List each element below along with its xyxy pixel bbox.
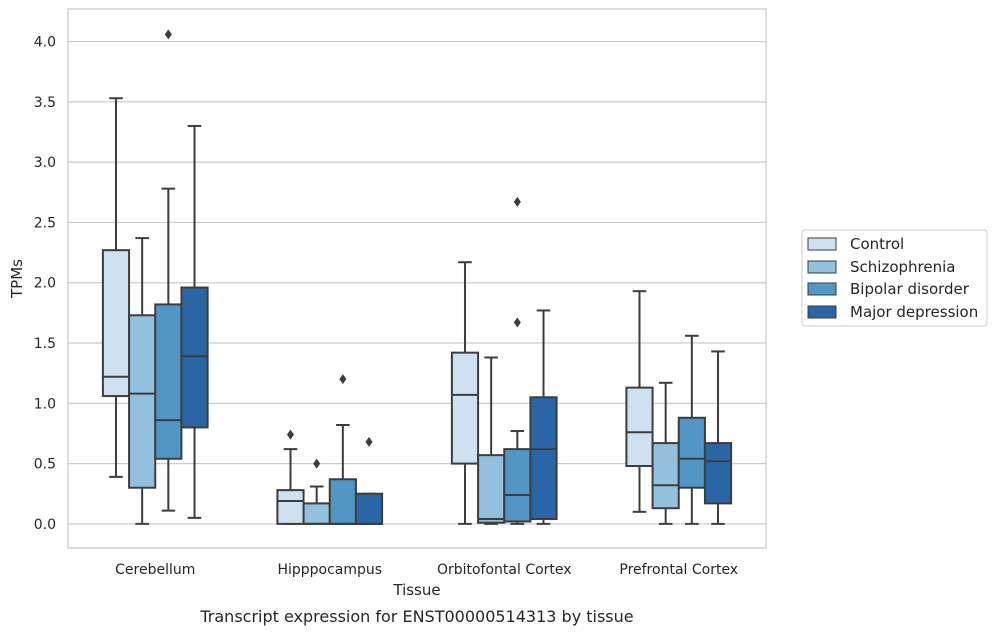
outlier-marker [313, 458, 321, 469]
y-tick-label: 3.5 [34, 95, 56, 111]
box-body [328, 478, 357, 525]
x-tick-label: Cerebellum [115, 562, 195, 578]
box-control-orbitofontal-cortex [450, 261, 480, 525]
chart-caption: Transcript expression for ENST0000051431… [199, 607, 633, 626]
legend-label-schizophrenia: Schizophrenia [850, 258, 955, 276]
box-control-cerebellum [101, 97, 131, 478]
legend-label-major-depression: Major depression [850, 303, 978, 321]
box-body [677, 416, 706, 489]
box-body [101, 249, 131, 398]
box-body [703, 442, 733, 505]
outlier-marker [164, 29, 172, 40]
outlier-marker [286, 429, 294, 440]
x-tick-label: Prefrontal Cortex [619, 562, 738, 578]
y-tick-label: 1.0 [34, 396, 56, 412]
box-major-depression-orbitofontal-cortex [529, 309, 558, 525]
box-body [529, 396, 558, 521]
y-tick-label: 2.5 [34, 215, 56, 231]
box-major-depression-prefrontal-cortex [703, 350, 733, 525]
box-schizophrenia-cerebellum [128, 237, 157, 525]
y-axis-label: TPMs [8, 259, 26, 299]
box-control-hipppocampus [276, 429, 305, 525]
box-body [450, 351, 480, 465]
box-body [154, 303, 183, 460]
outlier-marker [513, 196, 521, 207]
legend-swatch-control [807, 237, 837, 251]
box-bipolar-disorder-hipppocampus [328, 374, 357, 525]
outlier-marker [513, 317, 521, 328]
legend-swatch-bipolar-disorder [807, 282, 837, 296]
box-bipolar-disorder-prefrontal-cortex [677, 334, 706, 525]
box-bipolar-disorder-cerebellum [154, 29, 183, 512]
box-schizophrenia-hipppocampus [302, 458, 331, 525]
box-body [276, 489, 305, 525]
plot-frame [67, 8, 767, 549]
y-tick-label: 4.0 [34, 35, 56, 51]
box-body [503, 448, 532, 523]
outlier-marker [365, 436, 373, 447]
y-axis-ticks: 0.0 0.5 1.0 1.5 2.0 2.5 3.0 3.5 4.0 [34, 35, 56, 533]
outlier-marker [339, 374, 347, 385]
y-tick-label: 0.0 [34, 517, 56, 533]
x-tick-label: Hipppocampus [277, 562, 382, 578]
legend: Control Schizophrenia Bipolar disorder M… [801, 229, 988, 327]
legend-label-bipolar-disorder: Bipolar disorder [850, 280, 970, 298]
box-schizophrenia-prefrontal-cortex [651, 381, 680, 525]
legend-swatch-major-depression [807, 305, 837, 319]
box-major-depression-cerebellum [180, 124, 209, 519]
legend-label-control: Control [850, 235, 904, 253]
legend-frame [801, 229, 988, 327]
box-body [302, 502, 331, 525]
box-body [477, 454, 506, 524]
box-body [128, 314, 157, 489]
box-body [354, 492, 384, 525]
box-control-prefrontal-cortex [625, 290, 654, 513]
box-body [625, 386, 654, 468]
box-major-depression-hipppocampus [354, 436, 384, 525]
y-tick-label: 2.0 [34, 276, 56, 292]
x-axis-ticks: Cerebellum Hipppocampus Orbitofontal Corte… [115, 562, 738, 578]
legend-swatch-schizophrenia [807, 260, 837, 274]
box-body [180, 286, 209, 429]
y-tick-label: 3.0 [34, 155, 56, 171]
box-body [651, 442, 680, 510]
x-axis-label: Tissue [392, 581, 440, 599]
y-tick-label: 1.5 [34, 336, 56, 352]
plot-area [101, 29, 733, 525]
x-tick-label: Orbitofontal Cortex [437, 562, 572, 578]
box-bipolar-disorder-orbitofontal-cortex [503, 196, 532, 525]
y-tick-label: 0.5 [34, 457, 56, 473]
box-schizophrenia-orbitofontal-cortex [477, 356, 506, 525]
